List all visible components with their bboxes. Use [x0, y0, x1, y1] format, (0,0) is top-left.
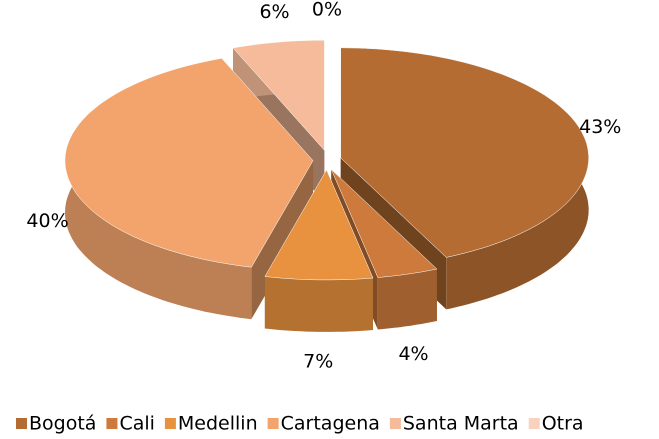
- slice-tops: [64, 39, 589, 281]
- legend-swatch: [267, 418, 279, 429]
- slice-wall: [264, 276, 373, 332]
- legend-swatch: [16, 418, 27, 429]
- legend-label: Medellin: [178, 413, 258, 435]
- legend-swatch: [389, 418, 401, 429]
- data-label: 4%: [398, 343, 428, 365]
- data-label: 40%: [26, 210, 68, 232]
- legend-label: Bogotá: [29, 413, 96, 435]
- legend-label: Cartagena: [281, 413, 380, 435]
- data-label: 6%: [259, 1, 289, 23]
- data-label: 43%: [579, 116, 621, 138]
- slice: [340, 47, 589, 258]
- data-label: 7%: [303, 350, 333, 372]
- legend-swatch: [106, 418, 118, 429]
- slice: [232, 39, 325, 151]
- legend-label: Santa Marta: [403, 413, 519, 435]
- slice-wall: [377, 269, 437, 330]
- data-label: 0%: [312, 0, 342, 21]
- legend-swatch: [164, 418, 176, 429]
- slice: [264, 169, 374, 281]
- legend-label: Cali: [119, 413, 154, 435]
- legend-swatch: [528, 418, 540, 429]
- slice: [64, 58, 314, 268]
- legend-label: Otra: [542, 413, 584, 435]
- slice: [331, 169, 438, 278]
